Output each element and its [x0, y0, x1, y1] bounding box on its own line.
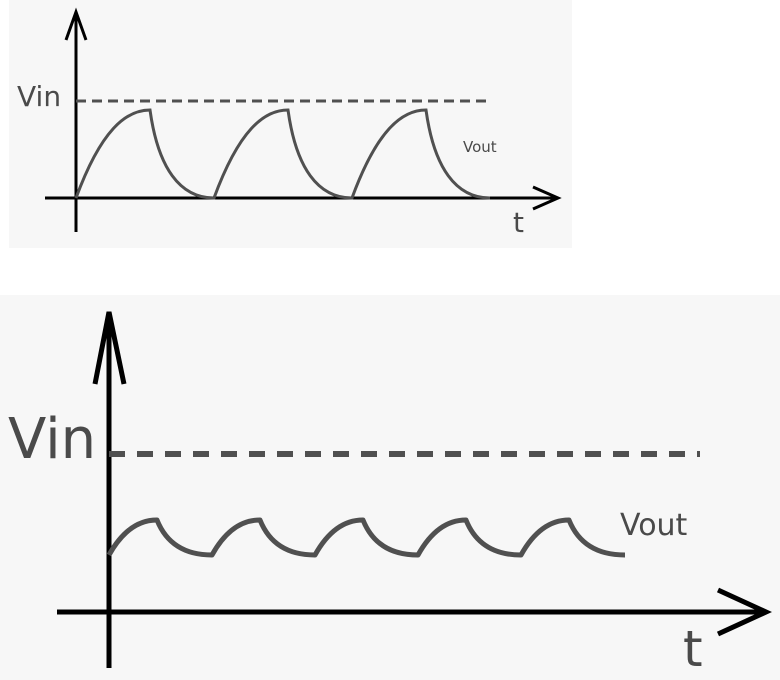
top-vout-curve [74, 108, 491, 200]
bottom-vout-label: Vout [620, 508, 688, 543]
top-t-label: t [513, 206, 524, 239]
top-diagram: Vin Vout t [9, 0, 572, 248]
bottom-x-axis-arrow [716, 587, 773, 637]
top-vin-label: Vin [17, 80, 61, 113]
bottom-y-axis-arrow [92, 311, 127, 385]
bottom-vin-label: Vin [8, 407, 96, 472]
bottom-t-label: t [683, 620, 703, 678]
top-y-axis-arrow [64, 7, 88, 41]
bottom-vout-curve [106, 517, 626, 558]
bottom-panel-background [0, 295, 780, 680]
top-vout-label: Vout [463, 138, 497, 156]
top-x-axis-arrow [532, 185, 562, 211]
bottom-diagram: Vin Vout t [0, 295, 780, 680]
